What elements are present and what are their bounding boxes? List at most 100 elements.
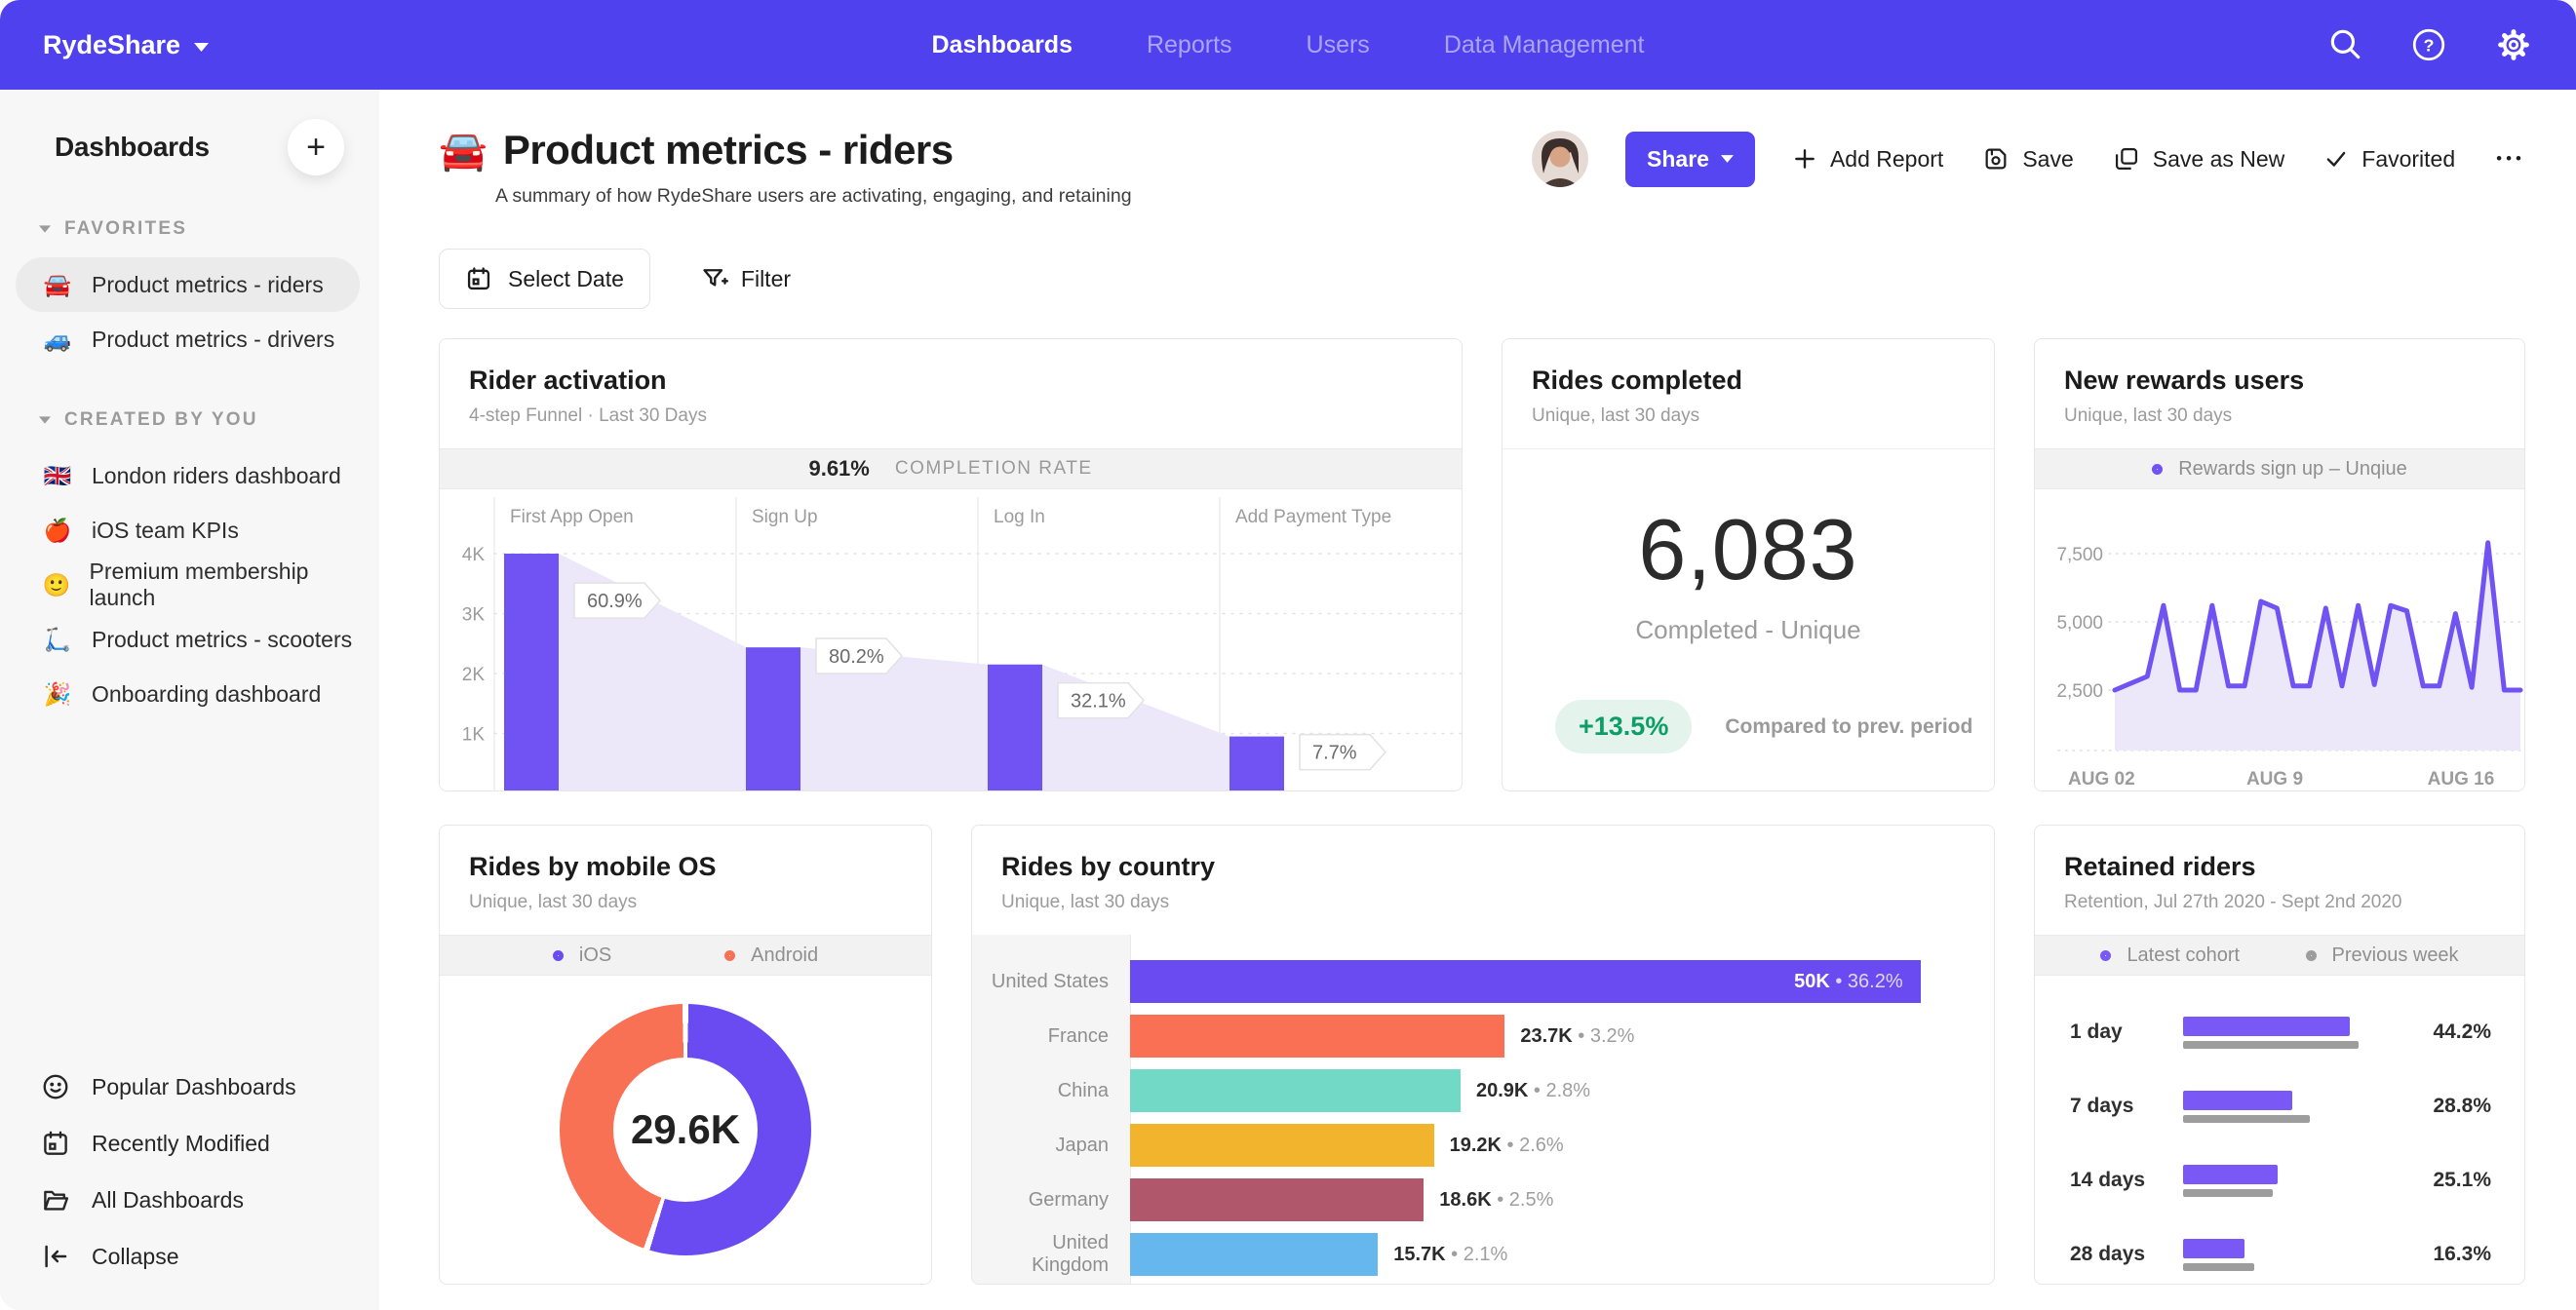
header-controls: Share Add Report Save Save as New Favorited… [1532,127,2529,187]
country-row-united-states: United States50K • 36.2% [972,960,1994,1003]
sidebar-footer: Popular Dashboards Recently Modified All D… [0,1059,379,1285]
svg-text:AUG 9: AUG 9 [2246,769,2303,790]
country-value: 19.2K • 2.6% [1450,1135,1564,1157]
item-label: Recently Modified [92,1131,270,1157]
add-report-button[interactable]: Add Report [1792,146,1943,173]
add-dashboard-button[interactable]: + [288,119,344,175]
latest-cohort-bar [2183,1239,2244,1258]
save-icon [1982,145,2010,173]
item-label: Popular Dashboards [92,1074,296,1100]
section-header[interactable]: FAVORITES [0,218,379,240]
smiley-icon [41,1072,70,1101]
main-content: 🚘 Product metrics - riders A summary of … [379,90,2576,1310]
filter-icon [701,265,728,292]
card-subtitle: Unique, last 30 days [1001,892,1965,913]
sidebar-item-product-metrics-riders[interactable]: 🚘 Product metrics - riders [16,257,360,312]
sidebar-section: CREATED BY YOU 🇬🇧London riders dashboard🍎… [0,409,379,721]
completion-rate-value: 9.61% [808,456,869,482]
legend-item[interactable]: iOS [553,944,611,967]
svg-text:2K: 2K [462,665,486,685]
card-subtitle: Unique, last 30 days [469,892,902,913]
action-label: Save [2022,146,2073,173]
svg-text:Sign Up: Sign Up [752,507,818,527]
help-icon: ? [2410,26,2447,63]
svg-text:32.1%: 32.1% [1071,691,1126,713]
sidebar-item-product-metrics-drivers[interactable]: 🚙Product metrics - drivers [16,312,360,366]
legend-marker-icon [2152,464,2163,475]
action-label: Add Report [1830,146,1943,173]
search-button[interactable] [2326,26,2363,63]
sidebar-item-product-metrics-scooters[interactable]: 🛴Product metrics - scooters [16,612,360,667]
card-rider-activation: Rider activation 4-step Funnel · Last 30… [439,338,1463,791]
item-emoji: 🚘 [41,272,74,298]
svg-text:5,000: 5,000 [2056,613,2103,634]
more-options-button[interactable]: ••• [2492,149,2529,169]
page-title-block: 🚘 Product metrics - riders A summary of … [439,127,1132,208]
item-emoji: 🇬🇧 [41,463,74,489]
section-label-text: CREATED BY YOU [64,409,258,431]
legend-item[interactable]: Previous week [2306,944,2459,967]
legend-marker-icon [2306,950,2317,961]
help-button[interactable]: ? [2410,26,2447,63]
completion-rate-label: COMPLETION RATE [895,458,1093,480]
share-button[interactable]: Share [1625,132,1755,187]
retention-value: 28.8% [2398,1095,2491,1118]
sidebar-item-premium-membership-launch[interactable]: 🙂 Premium membership launch [16,558,360,612]
save-button[interactable]: Save [1982,145,2073,173]
legend-item[interactable]: Latest cohort [2100,944,2240,967]
legend-item[interactable]: Rewards sign up – Unqiue [2152,458,2407,481]
sidebar-title: Dashboards [55,132,210,163]
country-bar [1130,1233,1378,1276]
nav-users[interactable]: Users [1307,31,1370,59]
favorited-button[interactable]: Favorited [2323,146,2455,173]
country-row-germany: Germany18.6K • 2.5% [972,1178,1994,1221]
item-label: All Dashboards [92,1187,244,1214]
filter-label: Filter [741,266,791,292]
country-bar [1130,1178,1424,1221]
card-title: Rides by mobile OS [469,852,902,882]
country-bar [1130,1015,1504,1058]
save-as-new-icon [2113,145,2140,173]
sidebar-recently-modified[interactable]: Recently Modified [0,1115,379,1172]
nav-reports[interactable]: Reports [1147,31,1232,59]
retention-label: 28 days [2070,1243,2183,1266]
sidebar-all-dashboards[interactable]: All Dashboards [0,1172,379,1228]
latest-cohort-bar [2183,1091,2292,1110]
item-label: Product metrics - riders [92,272,324,298]
previous-week-bar [2183,1115,2310,1123]
card-title: Retained riders [2064,852,2495,882]
avatar[interactable] [1532,131,1588,187]
card-subtitle: Retention, Jul 27th 2020 - Sept 2nd 2020 [2064,892,2495,913]
legend-item[interactable]: Android [724,944,818,967]
item-label: Premium membership launch [90,559,360,611]
section-header[interactable]: CREATED BY YOU [0,409,379,431]
settings-button[interactable] [2494,25,2533,64]
item-emoji: 🙂 [41,572,72,598]
country-row-france: France23.7K • 3.2% [972,1015,1994,1058]
svg-text:7,500: 7,500 [2056,545,2103,565]
chevron-down-icon [1721,155,1734,163]
legend-label: Previous week [2332,944,2459,967]
previous-week-bar [2183,1263,2254,1271]
nav-dashboards[interactable]: Dashboards [931,31,1072,59]
sidebar-item-ios-team-kpis[interactable]: 🍎iOS team KPIs [16,503,360,558]
sidebar-popular-dashboards[interactable]: Popular Dashboards [0,1059,379,1115]
retention-row-1-day: 1 day44.2% [2070,995,2491,1069]
sidebar-item-london-riders-dashboard[interactable]: 🇬🇧London riders dashboard [16,448,360,503]
latest-cohort-bar [2183,1165,2278,1184]
sidebar-item-onboarding-dashboard[interactable]: 🎉Onboarding dashboard [16,667,360,721]
retention-row-14-days: 14 days25.1% [2070,1143,2491,1217]
save-as-new-button[interactable]: Save as New [2113,145,2285,173]
item-emoji: 🎉 [41,681,74,708]
workspace-switcher[interactable]: RydeShare [43,30,209,60]
nav-data-management[interactable]: Data Management [1444,31,1645,59]
legend-label: Latest cohort [2127,944,2240,967]
legend-marker-icon [553,950,564,961]
main-nav: Dashboards Reports Users Data Management [931,31,1644,59]
filter-button[interactable]: Filter [695,264,797,293]
select-date-button[interactable]: Select Date [439,249,650,309]
country-value: 20.9K • 2.8% [1476,1080,1590,1102]
brand-name: RydeShare [43,30,180,60]
retention-row-28-days: 28 days16.3% [2070,1217,2491,1285]
sidebar-collapse[interactable]: Collapse [0,1228,379,1285]
